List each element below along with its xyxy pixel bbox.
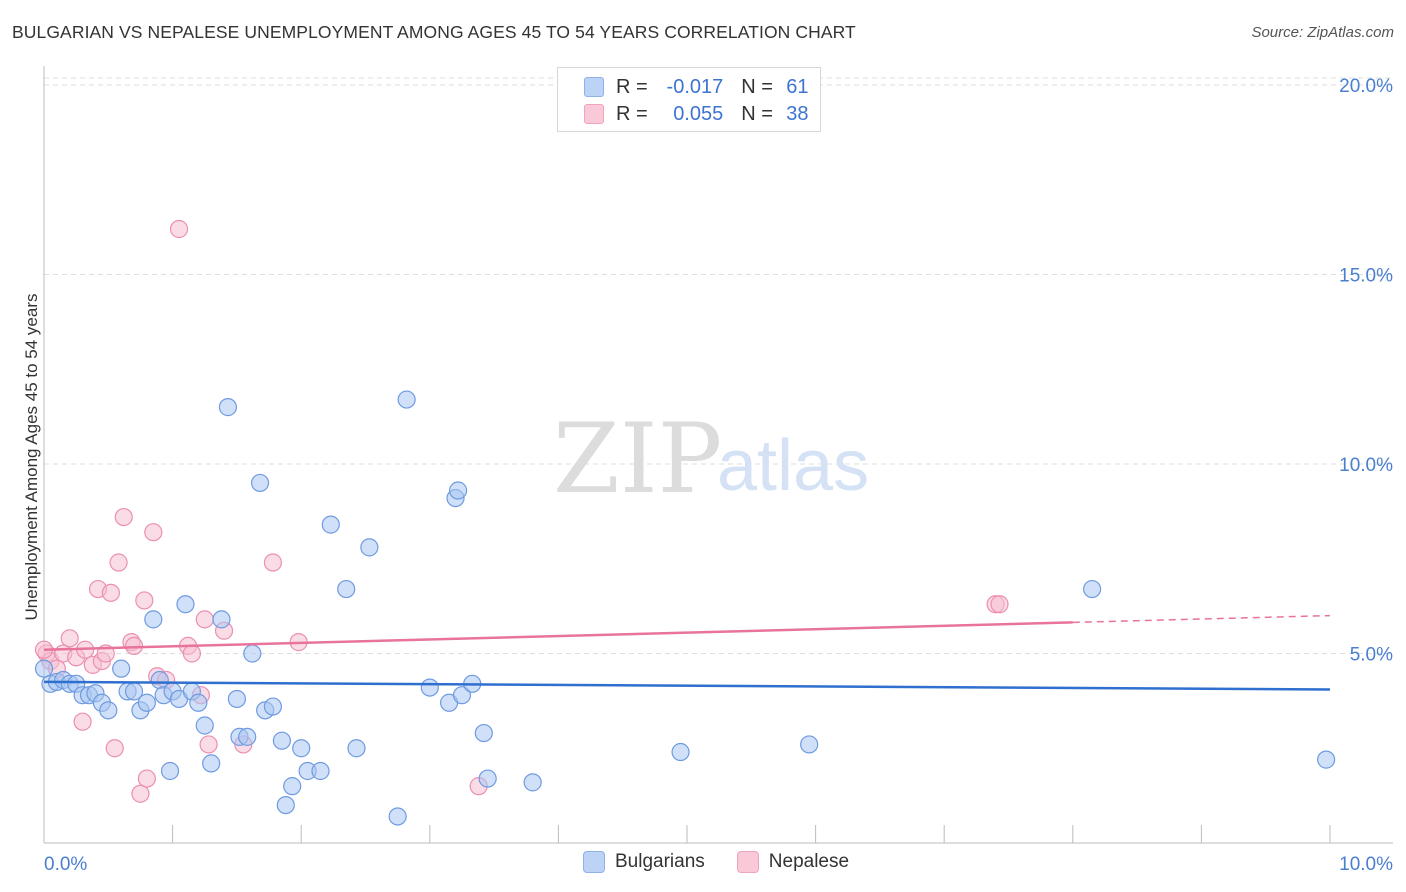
nepalese-point <box>199 735 218 754</box>
bulgarian-point <box>388 807 407 826</box>
legend-bulgarians-label: Bulgarians <box>615 851 705 872</box>
bulgarian-point <box>212 610 231 629</box>
legend-nepalese-swatch <box>736 851 759 873</box>
bulgarian-point <box>99 701 118 720</box>
bulgarian-point <box>276 795 295 815</box>
bulgarian-point <box>263 697 283 716</box>
legend-nepalese-label: Nepalese <box>768 851 850 872</box>
bulgarian-point <box>218 398 237 417</box>
bulgarian-point <box>420 678 439 697</box>
y-tick-label: 10.0% <box>1339 455 1393 476</box>
nepalese-point <box>101 583 120 602</box>
nepalese-point <box>105 739 124 758</box>
nepalese-point <box>109 553 128 572</box>
bulgarian-point <box>176 595 195 614</box>
x-tick-label: 0.0% <box>44 854 87 875</box>
bulgarian-point <box>474 723 493 743</box>
bulgarian-point <box>321 515 340 534</box>
nepalese-point <box>990 595 1009 614</box>
bulgarian-point <box>250 473 270 493</box>
legend-n-value: 38 <box>786 102 809 125</box>
x-ticks: 0.0% 10.0% <box>44 825 1393 875</box>
y-tick-labels: 5.0% 10.0% 15.0% 20.0% <box>1339 76 1393 666</box>
stats-legend: R = -0.017 N = 61 R = 0.055 N = 38 <box>557 67 821 132</box>
bulgarian-point <box>397 390 416 409</box>
watermark: ZIP atlas <box>553 403 869 515</box>
y-tick-label: 5.0% <box>1350 644 1393 665</box>
bulgarian-point <box>452 686 472 705</box>
bulgarian-point <box>671 742 690 762</box>
bulgarian-point <box>195 716 214 735</box>
bulgarian-point <box>272 731 292 750</box>
bulgarian-point <box>360 538 379 557</box>
bulgarian-point <box>311 761 330 781</box>
bulgarian-point <box>292 739 311 758</box>
nepalese-point <box>131 784 150 803</box>
y-tick-label: 15.0% <box>1339 265 1393 286</box>
bulgarian-point <box>202 754 221 773</box>
legend-swatch-blue <box>584 77 604 97</box>
bulgarian-point <box>478 769 497 788</box>
y-axis-label: Unemployment Among Ages 45 to 54 years <box>22 294 41 621</box>
bulgarian-point <box>800 735 819 754</box>
bulgarian-point <box>189 693 208 712</box>
bulgarian-point <box>448 481 468 500</box>
nepalese-point <box>182 644 201 663</box>
watermark-atlas: atlas <box>717 426 869 506</box>
bulgarian-point <box>243 644 262 663</box>
bulgarian-point <box>160 761 180 781</box>
legend-r-label: R = <box>616 75 648 98</box>
nepalese-point <box>73 712 92 731</box>
bulgarian-point <box>283 777 302 796</box>
y-tick-label: 20.0% <box>1339 76 1393 97</box>
bulgarian-point <box>337 579 356 599</box>
legend-n-value: 61 <box>786 75 809 98</box>
grid-lines <box>44 77 1393 654</box>
legend-r-label: R = <box>616 102 648 125</box>
series-legend: Bulgarians Nepalese <box>583 851 849 873</box>
nepalese-point <box>169 219 189 239</box>
chart-title: BULGARIAN VS NEPALESE UNEMPLOYMENT AMONG… <box>12 22 856 42</box>
bulgarian-point <box>1317 750 1336 769</box>
chart-source: Source: ZipAtlas.com <box>1251 24 1394 41</box>
nepalese-point <box>60 629 79 648</box>
nepalese-point <box>195 610 214 629</box>
nepalese-trend-line <box>43 621 1073 651</box>
nepalese-trend-extension <box>1072 614 1331 624</box>
legend-row-nepalese: R = 0.055 N = 38 <box>584 101 809 127</box>
nepalese-point <box>263 553 283 572</box>
nepalese-point <box>114 507 133 527</box>
bulgarian-point <box>137 693 156 712</box>
legend-r-value: 0.055 <box>673 102 724 125</box>
bulgarian-point <box>227 689 246 709</box>
legend-row-bulgarians: R = -0.017 N = 61 <box>584 74 809 100</box>
nepalese-point <box>137 769 156 788</box>
trend-lines <box>43 614 1331 691</box>
bulgarian-point <box>523 773 542 792</box>
legend-bulgarians-swatch <box>583 851 605 873</box>
legend-n-label: N = <box>741 102 773 125</box>
data-points <box>34 219 1336 826</box>
legend-r-value: -0.017 <box>666 75 724 98</box>
axes <box>43 66 1393 844</box>
bulgarian-point <box>112 659 131 678</box>
legend-swatch-pink <box>584 104 604 124</box>
bulgarian-point <box>347 739 366 758</box>
watermark-zip: ZIP <box>553 403 722 515</box>
x-tick-label: 10.0% <box>1339 854 1393 875</box>
bulgarian-trend-line <box>43 680 1331 691</box>
bulgarian-point <box>144 610 163 629</box>
nepalese-point <box>135 591 154 610</box>
bulgarian-point <box>238 727 257 746</box>
bulgarian-point <box>1082 579 1102 599</box>
legend-n-label: N = <box>741 75 773 98</box>
bulgarian-point <box>34 659 54 678</box>
nepalese-point <box>144 523 163 542</box>
